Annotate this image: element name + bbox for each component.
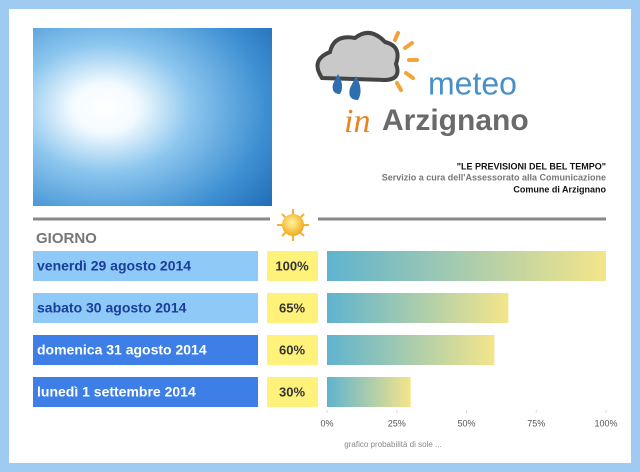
day-label-box xyxy=(33,335,258,365)
logo-in: in xyxy=(344,103,370,140)
value-label: 30% xyxy=(279,384,305,399)
value-box xyxy=(267,377,318,407)
sun-icon xyxy=(277,209,309,241)
x-tick-label: 100% xyxy=(594,418,617,428)
day-label: venerdì 29 agosto 2014 xyxy=(37,258,191,274)
bar xyxy=(327,293,509,323)
day-label-box xyxy=(33,377,258,407)
value-label: 100% xyxy=(275,258,309,273)
x-tick-label: 0% xyxy=(320,418,333,428)
bar xyxy=(327,251,606,281)
value-label: 60% xyxy=(279,342,305,357)
day-label: domenica 31 agosto 2014 xyxy=(37,342,207,358)
value-label: 65% xyxy=(279,300,305,315)
value-box xyxy=(267,335,318,365)
header-subtitle: Servizio a cura dell'Assessorato alla Co… xyxy=(382,172,606,182)
logo-icon xyxy=(315,30,419,100)
logo-meteo: meteo xyxy=(428,65,517,101)
value-box xyxy=(267,251,318,281)
value-box xyxy=(267,293,318,323)
day-label: sabato 30 agosto 2014 xyxy=(37,300,187,316)
bar xyxy=(327,377,411,407)
x-tick-label: 50% xyxy=(457,418,475,428)
x-tick-label: 25% xyxy=(388,418,406,428)
sky-photo xyxy=(33,28,272,206)
logo-arzignano: Arzignano xyxy=(382,104,529,137)
caption: grafico probabilità di sole ... xyxy=(344,440,441,449)
category-header: GIORNO xyxy=(36,230,97,247)
day-label-box xyxy=(33,293,258,323)
day-label: lunedì 1 settembre 2014 xyxy=(37,384,196,400)
header-organization: Comune di Arzignano xyxy=(513,184,606,194)
x-tick-label: 75% xyxy=(527,418,545,428)
header-title: "LE PREVISIONI DEL BEL TEMPO" xyxy=(457,161,606,171)
day-label-box xyxy=(33,251,258,281)
bar xyxy=(327,335,495,365)
